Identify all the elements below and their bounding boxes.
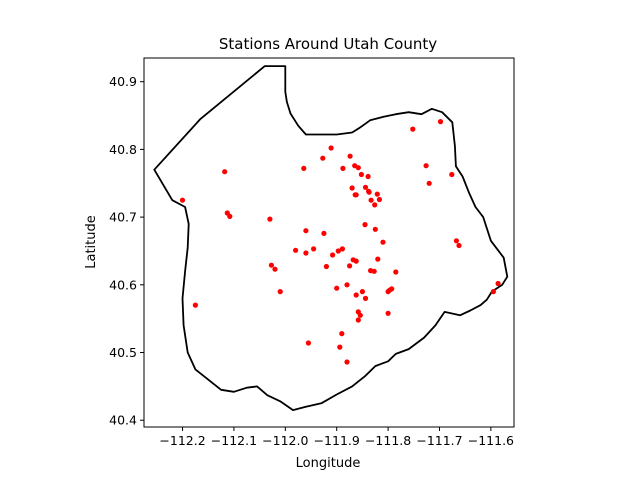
station-point: [426, 180, 432, 186]
x-axis-title: Longitude: [296, 456, 361, 471]
station-point: [321, 230, 327, 236]
station-point: [337, 344, 343, 350]
station-point: [437, 119, 444, 125]
station-point: [179, 197, 186, 203]
station-point: [339, 331, 345, 337]
station-point: [320, 155, 326, 161]
station-point: [334, 285, 340, 291]
station-point: [359, 289, 365, 295]
station-point: [358, 171, 364, 178]
station-point: [353, 258, 359, 264]
y-tick-label: 40.4: [109, 413, 137, 428]
station-point: [490, 289, 496, 295]
station-point: [347, 263, 353, 269]
station-point: [344, 359, 350, 365]
station-point: [362, 295, 369, 301]
station-point: [355, 165, 361, 171]
y-tick-label: 40.6: [109, 277, 137, 292]
y-tick-label: 40.5: [109, 345, 137, 360]
x-tick-label: −111.6: [468, 433, 514, 448]
station-point: [374, 191, 380, 197]
station-point: [339, 246, 345, 252]
station-point: [353, 192, 359, 198]
station-point: [372, 202, 378, 208]
station-point: [376, 196, 382, 203]
station-point: [293, 247, 299, 253]
x-tick-label: −112.2: [159, 433, 205, 448]
x-tick-label: −112.1: [211, 433, 257, 448]
station-point: [353, 292, 359, 298]
y-axis-ticks: 40.4 40.5 40.6 40.7 40.8 40.9: [109, 74, 144, 428]
station-point: [410, 126, 416, 132]
station-point: [371, 268, 377, 274]
station-point: [323, 263, 329, 270]
station-point: [423, 163, 429, 169]
station-point: [328, 145, 334, 151]
station-point: [456, 242, 462, 249]
station-point: [222, 169, 228, 175]
station-point: [311, 246, 317, 252]
station-point: [362, 222, 368, 228]
station-point: [372, 226, 378, 232]
x-tick-label: −112.0: [262, 433, 308, 448]
station-point: [268, 262, 274, 268]
station-point: [355, 317, 361, 323]
county-boundary: [153, 65, 509, 411]
station-point: [330, 252, 336, 258]
station-point: [366, 188, 372, 194]
station-point: [380, 239, 386, 245]
station-point: [385, 310, 391, 316]
station-point: [357, 312, 363, 318]
station-point: [365, 173, 371, 180]
station-point: [393, 269, 399, 275]
station-point: [449, 171, 455, 178]
station-point: [349, 185, 355, 191]
station-point: [301, 165, 307, 171]
station-point: [277, 289, 283, 295]
station-point: [453, 238, 459, 244]
x-tick-label: −111.7: [416, 433, 462, 448]
y-tick-label: 40.8: [109, 142, 137, 157]
station-point: [267, 216, 273, 222]
station-point: [368, 197, 374, 203]
station-point: [347, 153, 353, 159]
x-tick-label: −111.8: [365, 433, 411, 448]
station-point: [389, 286, 395, 292]
station-point: [344, 282, 350, 288]
station-point: [303, 250, 309, 256]
station-point: [375, 256, 381, 262]
station-point: [305, 340, 311, 346]
plot-area: [153, 65, 509, 411]
plot-frame: [143, 57, 515, 428]
station-point: [362, 184, 369, 190]
station-point: [303, 228, 309, 234]
station-point: [495, 280, 501, 287]
station-points: [179, 119, 501, 365]
station-point: [340, 165, 346, 171]
x-axis-ticks: −112.2 −112.1 −112.0 −111.9 −111.8 −111.7 −111…: [159, 427, 514, 448]
station-point: [227, 213, 233, 219]
y-axis-title: Latitude: [84, 215, 99, 269]
y-tick-label: 40.7: [109, 210, 137, 225]
station-point: [272, 266, 278, 272]
plot-title: Stations Around Utah County: [219, 35, 437, 53]
station-point: [192, 302, 198, 308]
station-point: [335, 248, 341, 254]
y-tick-label: 40.9: [109, 74, 137, 89]
x-tick-label: −111.9: [314, 433, 360, 448]
